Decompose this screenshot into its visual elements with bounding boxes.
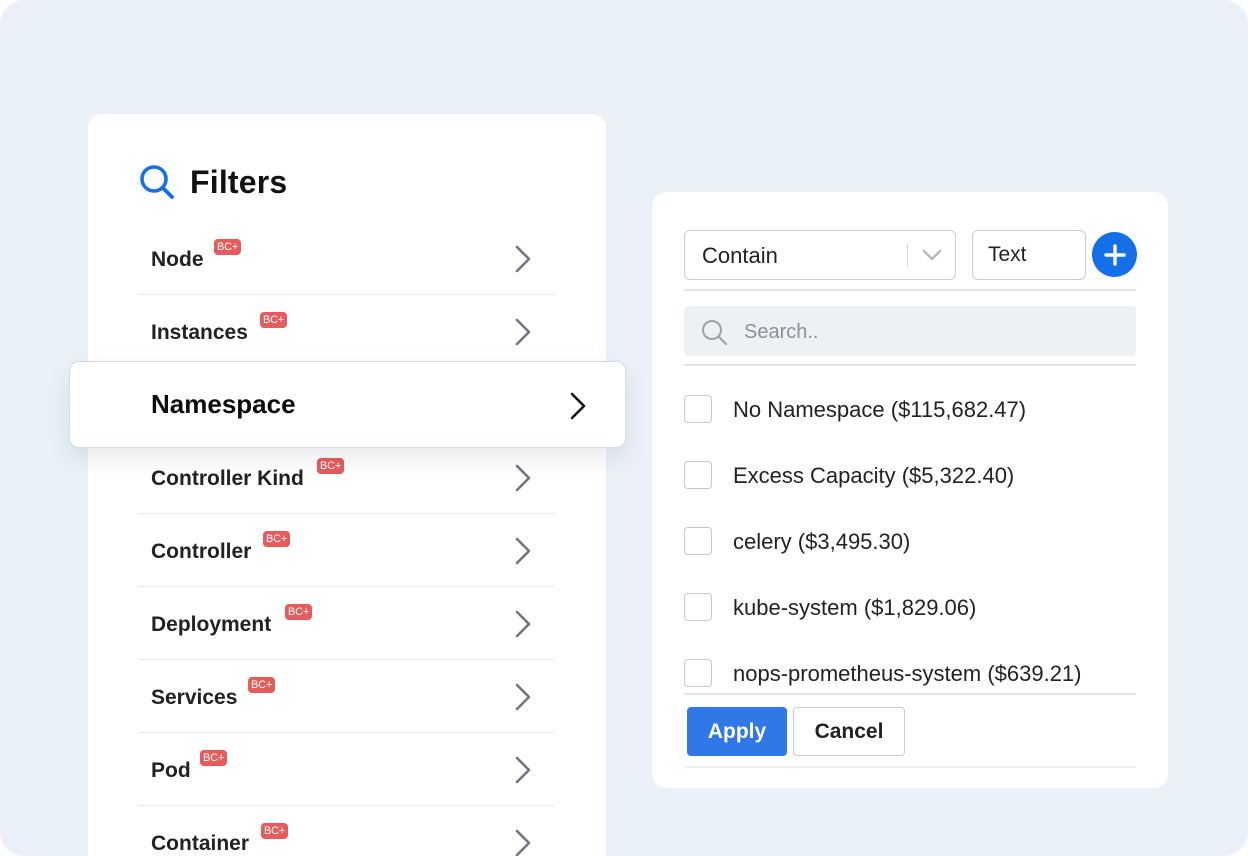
search-input[interactable]	[742, 306, 1126, 358]
filter-item-label: Controller Kind	[151, 467, 304, 490]
option-item[interactable]: No Namespace ($115,682.47)	[684, 390, 1136, 456]
option-checkbox[interactable]	[684, 461, 712, 489]
plus-icon	[1103, 243, 1126, 266]
filter-item-controller[interactable]: Controller BC+	[138, 514, 554, 587]
option-list: No Namespace ($115,682.47) Excess Capaci…	[684, 390, 1136, 720]
filter-item-controller-kind[interactable]: Controller Kind BC+	[138, 441, 554, 514]
bc-plus-badge: BC+	[261, 823, 289, 839]
option-item[interactable]: kube-system ($1,829.06)	[684, 588, 1136, 654]
filters-header: Filters	[138, 162, 287, 202]
chevron-right-icon	[515, 683, 531, 711]
bc-plus-badge: BC+	[285, 604, 313, 620]
option-label: kube-system ($1,829.06)	[733, 595, 977, 620]
chevron-right-icon	[570, 392, 586, 420]
cancel-button[interactable]: Cancel	[793, 707, 905, 756]
bc-plus-badge: BC+	[200, 750, 228, 766]
search-icon	[702, 320, 728, 346]
option-label: celery ($3,495.30)	[733, 529, 911, 554]
chevron-right-icon	[515, 829, 531, 856]
operator-select[interactable]: Contain	[684, 230, 956, 280]
filter-item-deployment[interactable]: Deployment BC+	[138, 587, 554, 660]
chevron-right-icon	[515, 537, 531, 565]
chevron-right-icon	[515, 318, 531, 346]
text-input[interactable]	[972, 230, 1086, 280]
bc-plus-badge: BC+	[214, 239, 242, 255]
filter-item-label: Node	[151, 248, 204, 271]
option-item[interactable]: nops-prometheus-system ($639.21)	[684, 654, 1136, 720]
apply-button[interactable]: Apply	[687, 707, 787, 756]
filter-item-namespace[interactable]: Namespace	[69, 361, 626, 448]
filter-item-pod[interactable]: Pod BC+	[138, 733, 554, 806]
filter-item-container[interactable]: Container BC+	[138, 806, 554, 856]
filter-item-label: Instances	[151, 321, 248, 344]
filter-item-label: Controller	[151, 540, 252, 563]
option-checkbox[interactable]	[684, 395, 712, 423]
add-button[interactable]	[1092, 232, 1137, 277]
search-box	[684, 306, 1136, 358]
chevron-right-icon	[515, 610, 531, 638]
chevron-down-icon[interactable]	[921, 246, 943, 264]
option-label: No Namespace ($115,682.47)	[733, 397, 1027, 422]
filter-item-label: Services	[151, 686, 238, 709]
divider	[684, 693, 1136, 695]
filter-item-services[interactable]: Services BC+	[138, 660, 554, 733]
filter-item-label: Pod	[151, 759, 191, 782]
option-checkbox[interactable]	[684, 593, 712, 621]
filter-item-label: Container	[151, 832, 250, 855]
chevron-right-icon	[515, 756, 531, 784]
option-checkbox[interactable]	[684, 659, 712, 687]
filter-item-label: Namespace	[151, 389, 296, 419]
search-icon	[140, 165, 174, 199]
bc-plus-badge: BC+	[248, 677, 276, 693]
filter-item-label: Deployment	[151, 613, 272, 636]
option-label: Excess Capacity ($5,322.40)	[733, 463, 1015, 488]
divider	[684, 766, 1136, 768]
option-item[interactable]: Excess Capacity ($5,322.40)	[684, 456, 1136, 522]
filter-item-node[interactable]: Node BC+	[138, 222, 554, 295]
bc-plus-badge: BC+	[260, 312, 288, 328]
chevron-right-icon	[515, 464, 531, 492]
option-checkbox[interactable]	[684, 527, 712, 555]
values-panel: Contain No Namespace ($115,682.47)	[652, 192, 1168, 788]
select-separator	[906, 243, 908, 267]
divider	[684, 364, 1136, 366]
filter-item-instances[interactable]: Instances BC+	[138, 295, 554, 368]
filter-list: Node BC+ Instances BC+ Controller Kind B…	[138, 222, 554, 856]
filters-title: Filters	[190, 163, 288, 200]
operator-select-value: Contain	[702, 243, 778, 268]
bc-plus-badge: BC+	[317, 458, 345, 474]
divider	[684, 289, 1136, 291]
option-item[interactable]: celery ($3,495.30)	[684, 522, 1136, 588]
filters-panel: Filters Node BC+ Instances BC+ Controlle…	[88, 114, 606, 856]
bc-plus-badge: BC+	[263, 531, 291, 547]
option-label: nops-prometheus-system ($639.21)	[733, 661, 1082, 686]
chevron-right-icon	[515, 245, 531, 273]
